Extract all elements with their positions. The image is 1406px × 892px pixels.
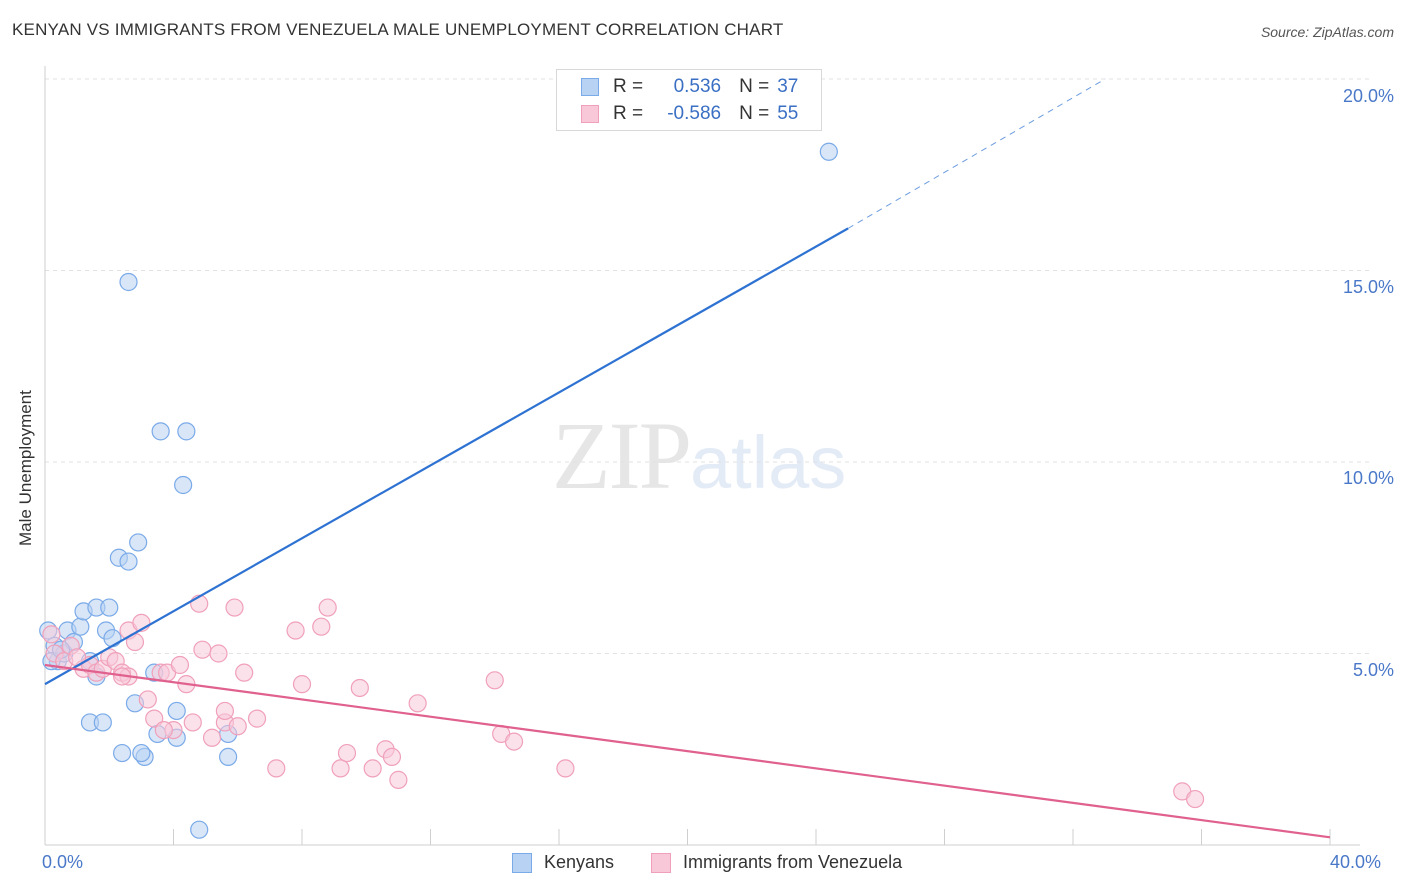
legend-venezuela-label: Immigrants from Venezuela — [683, 852, 903, 872]
x-tick-label-min: 0.0% — [42, 852, 84, 872]
venezuela-point — [363, 759, 382, 778]
r-label: R = — [613, 103, 644, 124]
y-tick-label-5: 5.0% — [1352, 660, 1394, 680]
venezuela-point — [389, 770, 408, 789]
kenyans-point — [819, 142, 838, 161]
venezuela-point — [154, 720, 173, 740]
venezuela-point — [1185, 789, 1205, 809]
stats-legend-row-venezuela: R = -0.586 N = 55 — [581, 102, 798, 126]
venezuela-point — [202, 728, 222, 747]
kenyans-point — [151, 422, 170, 441]
venezuela-point — [292, 675, 312, 694]
kenyans-point — [167, 701, 186, 721]
kenyans-point — [129, 533, 148, 552]
y-tick-label-10: 10.0% — [1342, 468, 1394, 488]
stats-legend-row-kenyans: R = 0.536 N = 37 — [581, 75, 798, 99]
venezuela-point — [382, 747, 402, 767]
watermark: ZIPatlas — [552, 400, 846, 511]
kenyans-point — [174, 475, 193, 495]
kenyans-trend-line-extension — [847, 78, 1106, 229]
venezuela-point — [225, 598, 244, 617]
kenyans-trend-line — [44, 227, 849, 686]
legend-kenyans-swatch — [512, 852, 532, 873]
venezuela-point — [504, 732, 524, 751]
legend-kenyans-label: Kenyans — [544, 852, 615, 872]
venezuela-point — [312, 617, 331, 636]
chart-title: KENYAN VS IMMIGRANTS FROM VENEZUELA MALE… — [12, 20, 784, 39]
kenyans-point — [177, 422, 196, 441]
venezuela-point — [183, 713, 202, 732]
kenyans-point — [190, 820, 209, 839]
venezuela-point — [228, 717, 247, 736]
watermark-zip: ZIP — [552, 402, 692, 509]
venezuela-point — [247, 709, 267, 728]
venezuela-point — [138, 690, 157, 709]
venezuela-swatch — [581, 105, 599, 123]
venezuela-point — [556, 759, 575, 778]
chart-source: Source: ZipAtlas.com — [1260, 24, 1394, 40]
legend-item-kenyans: Kenyans — [512, 852, 614, 873]
kenyans-point — [100, 598, 119, 617]
venezuela-point — [337, 743, 357, 763]
venezuela-point — [485, 671, 504, 690]
kenyans-point — [103, 629, 122, 648]
n-value: 37 — [777, 76, 799, 97]
r-value: -0.586 — [667, 103, 722, 124]
venezuela-point — [209, 644, 228, 663]
kenyans-point — [132, 743, 151, 763]
kenyans-point — [219, 747, 238, 767]
venezuela-point — [408, 694, 427, 713]
venezuela-point — [318, 598, 337, 617]
venezuela-point — [331, 759, 350, 778]
legend-venezuela-swatch — [651, 852, 671, 873]
y-axis-label: Male Unemployment — [16, 390, 35, 546]
stats-legend: R = 0.536 N = 37 R = -0.586 N = 55 — [556, 69, 822, 131]
n-label: N = — [739, 76, 770, 97]
venezuela-point — [215, 701, 234, 721]
venezuela-point — [267, 759, 286, 778]
kenyans-point — [71, 617, 90, 636]
kenyans-point — [119, 272, 138, 292]
venezuela-point — [193, 640, 212, 659]
venezuela-trend-line — [44, 663, 1331, 839]
kenyans-swatch — [581, 78, 599, 96]
venezuela-point — [42, 625, 61, 644]
n-value: 55 — [777, 103, 799, 124]
venezuela-point — [170, 655, 190, 675]
venezuela-point — [235, 663, 254, 682]
x-tick-label-max: 40.0% — [1330, 852, 1382, 872]
kenyans-point — [93, 713, 112, 732]
venezuela-point — [286, 621, 305, 640]
kenyans-point — [112, 743, 132, 763]
n-label: N = — [739, 103, 770, 124]
venezuela-point — [350, 678, 369, 698]
kenyans-point — [119, 552, 138, 571]
legend-item-venezuela: Immigrants from Venezuela — [651, 852, 902, 873]
y-tick-label-15: 15.0% — [1342, 277, 1394, 297]
r-value: 0.536 — [673, 76, 722, 97]
r-label: R = — [613, 76, 644, 97]
y-tick-label-20: 20.0% — [1342, 86, 1394, 106]
